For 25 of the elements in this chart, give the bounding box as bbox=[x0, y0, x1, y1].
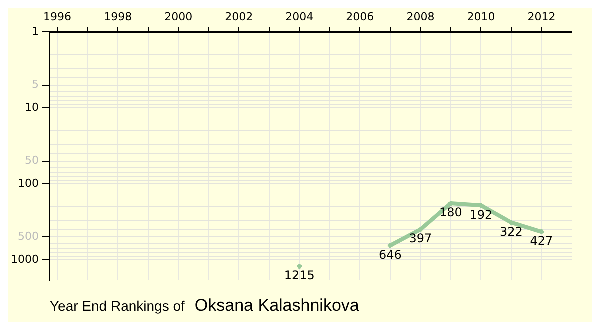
x-tick-label: 2008 bbox=[406, 10, 435, 24]
text: Oksana Kalashnikova bbox=[194, 296, 360, 315]
x-tick-label: 2010 bbox=[467, 10, 496, 24]
data-label: 397 bbox=[409, 232, 432, 246]
y-tick-label: 5 bbox=[32, 78, 39, 92]
data-label: 180 bbox=[440, 206, 462, 220]
x-tick-label: 2012 bbox=[528, 10, 556, 24]
y-tick-label: 50 bbox=[24, 154, 39, 168]
y-tick-label: 10 bbox=[24, 101, 39, 114]
x-tick-label: 2000 bbox=[164, 10, 193, 24]
x-tick-label: 2002 bbox=[225, 10, 254, 24]
y-tick-label: 1 bbox=[32, 25, 39, 38]
x-tick-label: 1996 bbox=[44, 10, 72, 24]
text: Year End Rankings of bbox=[50, 298, 185, 314]
y-tick-label: 500 bbox=[18, 230, 39, 244]
y-tick-label: 100 bbox=[18, 176, 39, 190]
data-label: 192 bbox=[470, 208, 493, 222]
y-tick-label: 1000 bbox=[10, 252, 39, 266]
data-label: 1215 bbox=[284, 268, 315, 283]
data-label: 322 bbox=[500, 224, 523, 239]
x-tick-label: 2004 bbox=[286, 10, 314, 24]
x-tick-label: 1998 bbox=[104, 10, 132, 24]
data-label: 646 bbox=[378, 248, 402, 262]
x-tick-label: 2006 bbox=[346, 10, 374, 24]
data-label: 427 bbox=[530, 234, 554, 248]
